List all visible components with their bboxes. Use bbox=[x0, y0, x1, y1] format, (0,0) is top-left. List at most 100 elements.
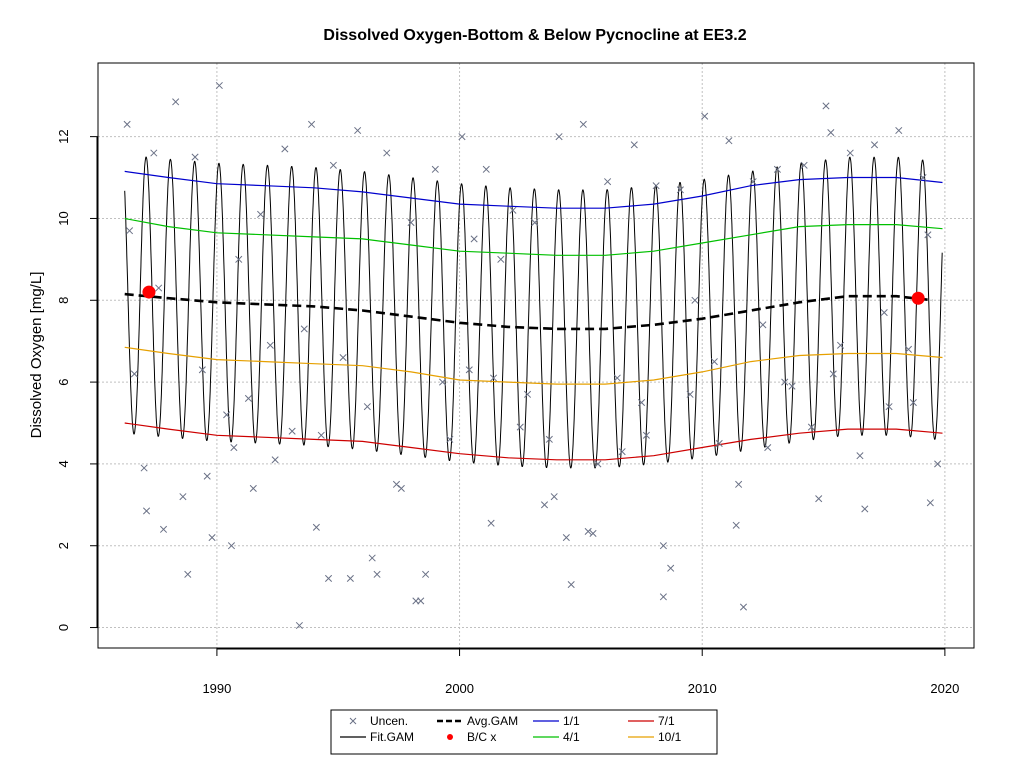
x-tick-label: 1990 bbox=[202, 681, 231, 696]
y-tick-label: 6 bbox=[56, 378, 71, 385]
data-point bbox=[630, 141, 638, 149]
x-tick-label: 2000 bbox=[445, 681, 474, 696]
data-point bbox=[584, 527, 592, 535]
data-point bbox=[439, 378, 447, 386]
data-point bbox=[540, 501, 549, 509]
data-point bbox=[249, 484, 257, 493]
data-point bbox=[604, 178, 612, 186]
data-point bbox=[227, 542, 236, 550]
data-point bbox=[155, 284, 163, 292]
data-point bbox=[829, 370, 837, 378]
legend-item: Uncen. bbox=[349, 714, 408, 728]
data-point bbox=[300, 325, 308, 333]
series-line-7-1 bbox=[124, 422, 943, 461]
data-point bbox=[861, 505, 869, 513]
data-point bbox=[244, 394, 253, 403]
data-point bbox=[257, 210, 265, 218]
data-point bbox=[373, 570, 381, 578]
y-tick-label: 8 bbox=[56, 297, 71, 304]
data-point bbox=[531, 218, 539, 227]
data-point bbox=[392, 480, 401, 488]
data-point bbox=[130, 370, 138, 378]
y-axis: 0 2 4 6 8 10 12 bbox=[56, 129, 98, 631]
data-point bbox=[458, 133, 466, 141]
data-point bbox=[846, 149, 854, 157]
data-point bbox=[324, 574, 333, 583]
data-point bbox=[550, 493, 558, 501]
legend-box bbox=[330, 709, 718, 755]
data-point bbox=[482, 165, 490, 173]
data-point bbox=[880, 308, 888, 317]
data-point bbox=[383, 149, 391, 157]
data-point bbox=[895, 126, 903, 135]
data-point bbox=[125, 227, 134, 235]
data-point bbox=[431, 165, 439, 173]
data-point bbox=[208, 533, 216, 542]
legend-item: 10/1 bbox=[628, 730, 682, 744]
data-point bbox=[489, 374, 498, 382]
data-point bbox=[735, 480, 743, 488]
legend-swatch bbox=[447, 734, 453, 740]
data-point bbox=[924, 231, 932, 239]
data-point bbox=[465, 366, 473, 374]
data-point bbox=[613, 374, 621, 382]
data-point bbox=[638, 398, 646, 407]
data-point bbox=[159, 525, 168, 533]
data-point bbox=[667, 564, 675, 572]
data-point bbox=[184, 570, 192, 578]
series-lines-layer bbox=[124, 170, 943, 461]
grid bbox=[98, 63, 974, 648]
series-line-avg-gam bbox=[124, 292, 933, 331]
series-line-4-1 bbox=[124, 217, 943, 256]
data-point bbox=[926, 499, 934, 507]
data-point bbox=[339, 353, 347, 362]
data-point bbox=[266, 341, 274, 349]
data-point bbox=[397, 484, 405, 493]
series-line-1-1 bbox=[124, 170, 943, 209]
x-tick-label: 2020 bbox=[930, 681, 959, 696]
chart-title: Dissolved Oxygen-Bottom & Below Pycnocli… bbox=[323, 27, 746, 44]
data-point bbox=[904, 345, 913, 353]
y-tick-label: 4 bbox=[56, 460, 71, 467]
data-point bbox=[368, 554, 376, 562]
data-point bbox=[203, 472, 211, 480]
data-point bbox=[594, 460, 602, 468]
data-point bbox=[354, 126, 362, 135]
data-point bbox=[198, 366, 206, 374]
legend-label: Avg.GAM bbox=[467, 714, 518, 728]
data-point bbox=[407, 218, 415, 227]
data-point bbox=[317, 431, 325, 439]
data-point bbox=[497, 255, 505, 263]
data-point bbox=[545, 435, 553, 443]
data-point bbox=[676, 186, 684, 194]
data-point bbox=[215, 81, 223, 90]
legend-label: 4/1 bbox=[563, 730, 580, 744]
data-point bbox=[555, 133, 563, 141]
data-point bbox=[749, 178, 757, 186]
data-point bbox=[123, 120, 131, 128]
y-axis-label: Dissolved Oxygen [mg/L] bbox=[28, 272, 45, 439]
legend-label: Fit.GAM bbox=[370, 730, 414, 744]
legend-item: 4/1 bbox=[533, 730, 580, 744]
data-point bbox=[686, 390, 694, 398]
data-point bbox=[919, 173, 927, 182]
data-point bbox=[329, 161, 337, 169]
data-point bbox=[172, 98, 180, 106]
data-point bbox=[509, 206, 517, 214]
legend-label: Uncen. bbox=[370, 714, 408, 728]
data-point bbox=[562, 533, 570, 542]
data-point bbox=[346, 574, 354, 583]
data-point bbox=[312, 523, 320, 531]
data-point bbox=[781, 378, 789, 386]
data-point bbox=[773, 165, 781, 173]
data-point bbox=[516, 423, 524, 431]
data-point bbox=[701, 112, 709, 120]
legend-swatch bbox=[349, 717, 357, 725]
data-point bbox=[822, 102, 830, 110]
legend-label: 1/1 bbox=[563, 714, 580, 728]
y-tick-label: 0 bbox=[56, 624, 71, 631]
data-point bbox=[815, 495, 823, 503]
y-tick-label: 2 bbox=[56, 542, 71, 549]
data-point bbox=[836, 341, 845, 349]
data-point bbox=[271, 456, 279, 464]
